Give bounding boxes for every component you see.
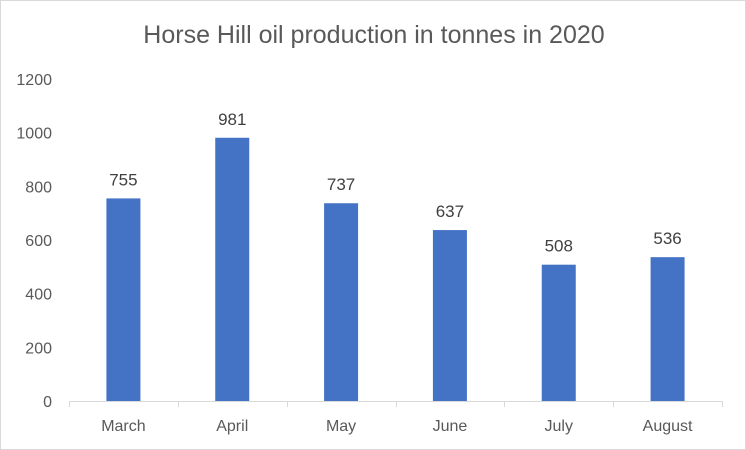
x-tick-label: July	[545, 418, 573, 435]
x-tick-label: August	[643, 418, 693, 435]
y-tick-label: 800	[25, 179, 52, 196]
bar-march	[106, 198, 141, 401]
data-label: 536	[653, 229, 681, 248]
bars	[106, 137, 685, 401]
x-tick-label: April	[216, 418, 248, 435]
data-labels: 755 981 737 637 508 536	[109, 110, 682, 256]
y-tick-label: 1200	[16, 72, 52, 89]
y-tick-label: 600	[25, 233, 52, 250]
bar-april	[215, 137, 250, 401]
y-tick-label: 200	[25, 340, 52, 357]
y-tick-label: 1000	[16, 126, 52, 143]
bar-august	[650, 257, 685, 401]
y-tick-label: 400	[25, 287, 52, 304]
data-label: 755	[109, 170, 137, 189]
data-label: 508	[545, 237, 573, 256]
data-label: 637	[436, 202, 464, 221]
bar-june	[432, 230, 467, 401]
x-tick-label: March	[101, 418, 145, 435]
x-axis-tick-labels: March April May June July August	[101, 418, 693, 435]
bar-may	[324, 203, 359, 401]
bar-july	[541, 264, 576, 401]
x-axis-tick-marks	[69, 401, 723, 407]
x-tick-label: May	[326, 418, 356, 435]
chart-title: Horse Hill oil production in tonnes in 2…	[143, 21, 605, 49]
y-tick-label: 0	[43, 394, 52, 411]
x-tick-label: June	[433, 418, 468, 435]
data-label: 737	[327, 175, 355, 194]
y-axis-tick-labels: 0 200 400 600 800 1000 1200	[16, 72, 52, 411]
data-label: 981	[218, 110, 246, 129]
